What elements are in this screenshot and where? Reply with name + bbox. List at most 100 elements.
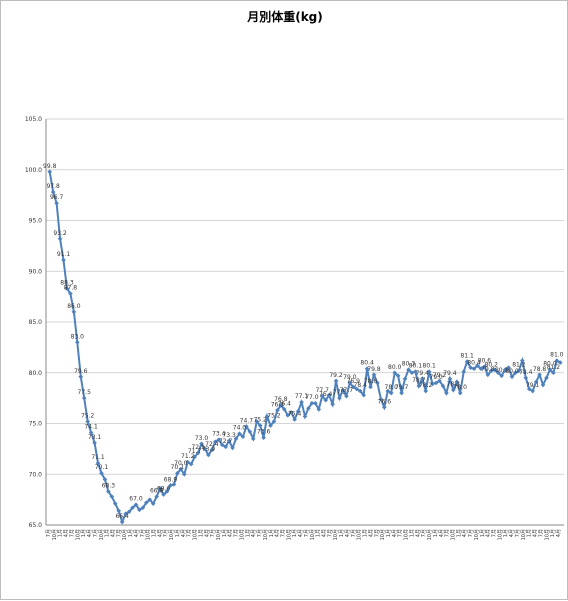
data-point [502,367,508,373]
data-point [478,366,484,371]
data-label: 75.2 [253,417,267,424]
data-label: 75.2 [81,412,95,419]
x-tick-label: 1月 [456,529,462,537]
data-point [109,494,115,499]
data-point [495,370,501,376]
y-tick-label: 70.0 [29,471,43,478]
data-label: 70.0 [174,460,188,467]
data-label: 81.1 [460,353,474,360]
data-point [523,375,529,381]
x-tick-label: 1月 [433,529,439,537]
x-tick-label: 4月 [275,529,281,537]
data-point [309,400,315,406]
y-tick-label: 80.0 [29,370,43,377]
data-label: 79.2 [329,372,343,379]
data-point [264,414,270,419]
data-point [106,489,111,494]
data-point [364,366,370,371]
data-point [399,390,404,396]
data-label: 80.1 [423,363,437,370]
data-label: 74.7 [240,418,254,425]
data-label: 78.8 [533,366,547,373]
x-tick-label: 1月 [198,529,204,537]
data-point [250,436,256,442]
x-tick-label: 4月 [64,529,70,537]
data-point [50,189,56,195]
data-point [485,372,491,378]
data-point [554,358,560,363]
x-tick-label: 1月 [363,529,369,537]
y-tick-label: 105.0 [25,116,42,123]
data-label: 77.7 [340,387,354,394]
data-label: 76.3 [271,401,285,408]
x-tick-label: 7月 [398,529,404,537]
data-label: 79.2 [433,372,447,379]
data-point [461,369,466,375]
data-point [137,507,142,513]
data-point [178,466,184,472]
data-point [85,419,90,424]
data-point [140,505,146,511]
x-tick-label: 7月 [538,529,544,537]
data-point [209,447,215,453]
data-label: 79.1 [526,382,540,389]
x-tick-label: 4月 [134,529,140,537]
data-label: 68.3 [102,483,116,490]
data-point [195,450,201,456]
data-point [188,461,194,467]
x-tick-label: 1月 [222,529,228,537]
data-point [295,409,301,414]
data-point [168,483,173,488]
data-label: 77.0 [305,394,319,401]
x-tick-label: 10月 [310,529,316,540]
data-label: 80.3 [402,361,416,368]
x-tick-label: 4月 [439,529,445,537]
x-tick-label: 4月 [462,529,468,537]
data-point [454,379,460,385]
data-point [551,370,556,376]
data-point [133,502,139,507]
x-tick-label: 1月 [339,529,345,537]
data-point [226,438,232,444]
data-label: 73.0 [195,435,209,442]
data-point [206,452,211,458]
data-label: 79.0 [429,374,443,381]
chart-title: 月別体重(kg) [247,10,323,24]
data-point [64,286,70,291]
x-tick-label: 7月 [374,529,380,537]
x-tick-label: 4月 [486,529,492,537]
x-tick-label: 4月 [368,529,374,537]
data-point [433,380,439,386]
data-label: 73.6 [257,429,271,436]
data-label: 80.6 [478,358,492,365]
data-label: 93.2 [53,230,67,237]
data-point [357,388,363,394]
x-tick-label: 7月 [421,529,427,537]
x-tick-label: 7月 [210,529,216,537]
data-label: 76.4 [278,400,292,407]
data-label: 74.0 [233,425,247,432]
data-label: 97.8 [46,183,60,190]
data-point [537,372,542,378]
data-point [402,376,408,382]
y-tick-label: 65.0 [29,522,43,529]
data-point [192,454,197,460]
data-label: 79.6 [74,368,88,375]
data-point [426,369,432,375]
data-point [416,383,422,389]
x-tick-label: 1月 [292,529,298,537]
x-tick-label: 7月 [93,529,99,537]
data-point [75,340,80,345]
x-tick-label: 10月 [544,529,550,540]
y-tick-label: 90.0 [29,268,43,275]
data-point [261,435,266,441]
data-point [437,378,442,384]
x-tick-label: 1月 [175,529,181,537]
data-point [78,374,84,380]
data-label: 78.6 [364,378,378,385]
data-label: 68.9 [164,476,178,483]
data-label: 79.8 [481,366,495,373]
data-point [344,393,349,399]
